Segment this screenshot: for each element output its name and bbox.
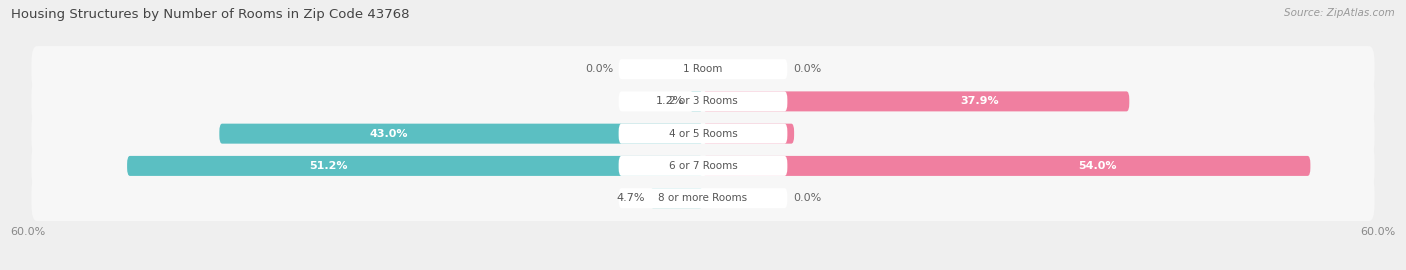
FancyBboxPatch shape bbox=[31, 175, 1375, 221]
Text: 1.2%: 1.2% bbox=[655, 96, 683, 106]
Text: Source: ZipAtlas.com: Source: ZipAtlas.com bbox=[1284, 8, 1395, 18]
FancyBboxPatch shape bbox=[650, 188, 703, 208]
FancyBboxPatch shape bbox=[31, 143, 1375, 189]
Text: 43.0%: 43.0% bbox=[370, 129, 408, 139]
Text: Housing Structures by Number of Rooms in Zip Code 43768: Housing Structures by Number of Rooms in… bbox=[11, 8, 409, 21]
FancyBboxPatch shape bbox=[703, 156, 1310, 176]
FancyBboxPatch shape bbox=[703, 91, 1129, 112]
Text: 54.0%: 54.0% bbox=[1078, 161, 1116, 171]
Text: 0.0%: 0.0% bbox=[585, 64, 613, 74]
FancyBboxPatch shape bbox=[619, 124, 787, 144]
FancyBboxPatch shape bbox=[31, 78, 1375, 124]
Text: 6 or 7 Rooms: 6 or 7 Rooms bbox=[669, 161, 737, 171]
FancyBboxPatch shape bbox=[31, 46, 1375, 92]
Text: 0.0%: 0.0% bbox=[793, 193, 821, 203]
FancyBboxPatch shape bbox=[219, 124, 703, 144]
Text: 51.2%: 51.2% bbox=[309, 161, 347, 171]
Text: 8 or more Rooms: 8 or more Rooms bbox=[658, 193, 748, 203]
Text: 37.9%: 37.9% bbox=[960, 96, 1000, 106]
FancyBboxPatch shape bbox=[619, 156, 787, 176]
Text: 4.7%: 4.7% bbox=[616, 193, 644, 203]
Text: 4 or 5 Rooms: 4 or 5 Rooms bbox=[669, 129, 737, 139]
FancyBboxPatch shape bbox=[31, 111, 1375, 157]
Text: 2 or 3 Rooms: 2 or 3 Rooms bbox=[669, 96, 737, 106]
Text: 8.1%: 8.1% bbox=[747, 129, 778, 139]
FancyBboxPatch shape bbox=[703, 124, 794, 144]
FancyBboxPatch shape bbox=[619, 91, 787, 112]
Text: 1 Room: 1 Room bbox=[683, 64, 723, 74]
Text: 0.0%: 0.0% bbox=[793, 64, 821, 74]
FancyBboxPatch shape bbox=[619, 188, 787, 208]
FancyBboxPatch shape bbox=[689, 91, 703, 112]
FancyBboxPatch shape bbox=[127, 156, 703, 176]
FancyBboxPatch shape bbox=[619, 59, 787, 79]
